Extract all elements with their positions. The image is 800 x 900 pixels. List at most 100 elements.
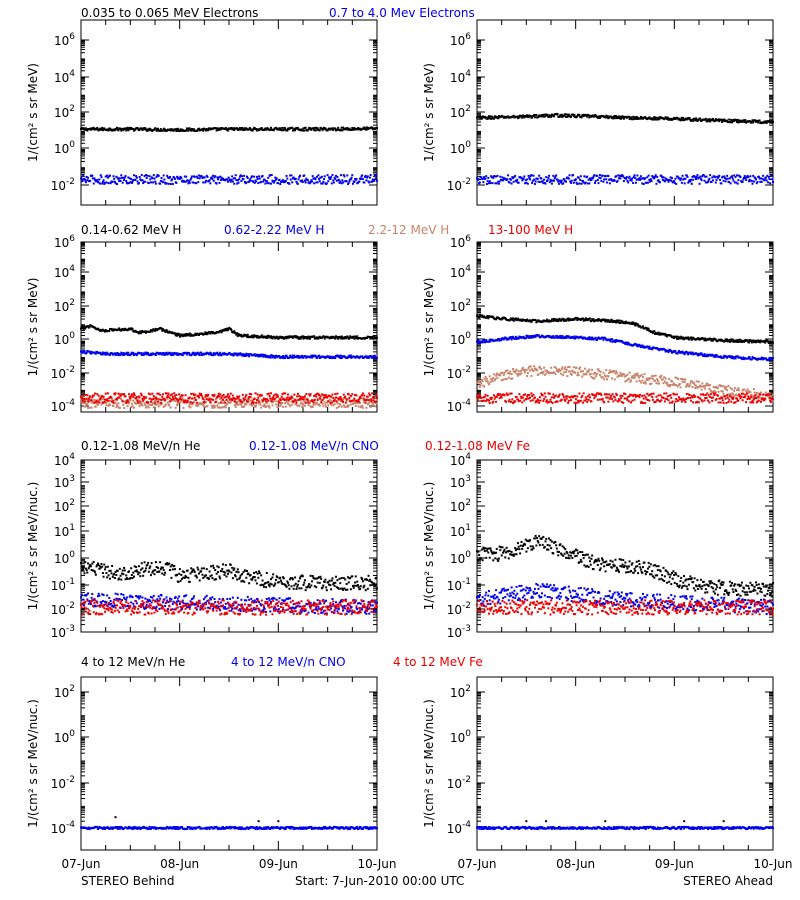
data-point — [487, 176, 490, 179]
data-point — [94, 401, 97, 404]
data-point — [282, 398, 285, 401]
data-point — [184, 333, 187, 336]
data-point — [356, 399, 359, 402]
data-point — [224, 126, 227, 129]
legend-label-row4-2: 4 to 12 MeV/n CNO — [231, 655, 346, 669]
data-point — [531, 116, 534, 119]
data-point — [212, 331, 215, 334]
data-point — [304, 401, 307, 404]
data-point — [635, 322, 638, 325]
data-point — [642, 177, 645, 180]
data-point — [730, 356, 733, 359]
data-point — [367, 355, 370, 358]
data-point — [334, 357, 337, 360]
data-point — [122, 403, 125, 406]
data-point — [319, 176, 322, 179]
data-point — [273, 399, 276, 402]
data-point — [485, 380, 488, 383]
data-point — [255, 336, 258, 339]
data-point — [683, 182, 686, 185]
data-point — [127, 129, 130, 132]
data-point — [161, 329, 164, 332]
data-point — [125, 179, 128, 182]
data-point — [100, 128, 103, 131]
data-point — [258, 177, 261, 180]
data-point — [204, 406, 207, 409]
data-point — [608, 338, 611, 341]
data-point — [359, 127, 362, 130]
data-point — [733, 174, 736, 177]
data-point — [163, 127, 166, 130]
data-point — [711, 176, 714, 179]
data-point — [188, 332, 191, 335]
data-point — [608, 178, 611, 181]
data-point — [741, 357, 744, 360]
data-point — [316, 397, 319, 400]
data-point — [204, 395, 207, 398]
data-point — [606, 115, 609, 118]
data-point — [201, 401, 204, 404]
data-point — [116, 403, 119, 406]
data-point — [494, 115, 497, 118]
data-point — [126, 182, 129, 185]
data-point — [596, 174, 599, 177]
data-point — [193, 333, 196, 336]
data-point — [698, 182, 701, 185]
data-point — [144, 396, 147, 399]
data-point — [276, 336, 279, 339]
data-point — [642, 325, 645, 328]
data-point — [205, 129, 208, 132]
data-point — [589, 177, 592, 180]
data-point — [287, 400, 290, 403]
data-point — [551, 179, 554, 182]
data-point — [303, 174, 306, 177]
data-point — [663, 180, 666, 183]
data-point — [188, 180, 191, 183]
data-point — [605, 318, 608, 321]
data-point — [678, 117, 681, 120]
data-point — [596, 319, 599, 322]
data-point — [85, 175, 88, 178]
data-point — [260, 180, 263, 183]
data-point — [747, 357, 750, 360]
data-point — [477, 339, 480, 342]
data-point — [344, 335, 347, 338]
data-point — [334, 393, 337, 396]
data-point — [485, 338, 488, 341]
data-point — [306, 337, 309, 340]
data-point — [82, 325, 85, 328]
data-point — [229, 400, 232, 403]
data-point — [220, 399, 223, 402]
data-point — [232, 354, 235, 357]
data-point — [726, 177, 729, 180]
data-point — [288, 356, 291, 359]
data-point — [242, 353, 245, 356]
data-point — [83, 349, 86, 352]
data-point — [347, 404, 350, 407]
data-point — [642, 183, 645, 186]
data-point — [371, 126, 374, 129]
data-point — [214, 175, 217, 178]
data-point — [235, 333, 238, 336]
data-point — [533, 334, 536, 337]
data-point — [334, 127, 337, 130]
data-point — [649, 178, 652, 181]
data-point — [552, 335, 555, 338]
data-point — [217, 406, 220, 409]
data-point — [703, 179, 706, 182]
legend-label-row3-3: 0.12-1.08 MeV Fe — [425, 439, 530, 453]
data-point — [373, 354, 376, 357]
data-point — [348, 337, 351, 340]
data-point — [204, 331, 207, 334]
data-point — [323, 126, 326, 129]
data-point — [486, 315, 489, 318]
data-point — [182, 406, 185, 409]
data-point — [279, 357, 282, 360]
data-point — [158, 402, 161, 405]
data-point — [239, 334, 242, 337]
data-point — [174, 334, 177, 337]
data-point — [685, 336, 688, 339]
data-point — [582, 181, 585, 184]
data-point — [344, 406, 347, 409]
data-point — [154, 329, 157, 332]
